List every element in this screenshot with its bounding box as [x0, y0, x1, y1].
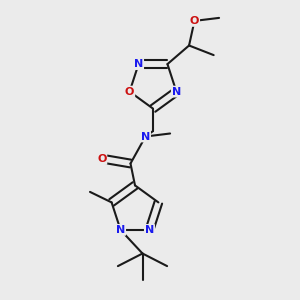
Text: O: O	[190, 16, 199, 26]
Text: N: N	[116, 225, 125, 235]
Text: O: O	[97, 154, 106, 164]
Text: N: N	[172, 87, 181, 97]
Text: N: N	[141, 131, 150, 142]
Text: O: O	[125, 87, 134, 97]
Text: N: N	[134, 59, 143, 69]
Text: N: N	[145, 225, 154, 235]
